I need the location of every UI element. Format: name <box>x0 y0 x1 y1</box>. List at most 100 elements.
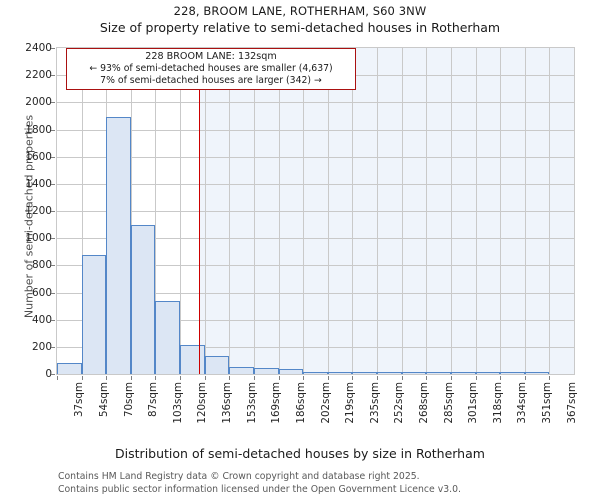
bar <box>401 372 427 374</box>
y-tick-label: 1200 <box>25 205 52 217</box>
bar <box>278 369 304 374</box>
gridline <box>475 48 477 374</box>
y-tick-label: 1600 <box>25 150 52 163</box>
gridline <box>401 48 403 374</box>
gridline <box>500 48 502 374</box>
gridline <box>57 265 574 267</box>
y-tick-mark <box>51 75 55 77</box>
property-size-marker-line <box>198 48 201 374</box>
x-tick-mark <box>303 376 305 380</box>
x-tick-label: 136sqm <box>221 382 234 424</box>
gridline <box>57 156 574 158</box>
x-tick-label: 367sqm <box>565 382 578 424</box>
page-title: 228, BROOM LANE, ROTHERHAM, S60 3NW <box>173 4 427 18</box>
x-tick-label: 153sqm <box>245 382 258 424</box>
bar <box>450 372 476 374</box>
bar <box>475 372 501 374</box>
x-tick-mark <box>524 376 526 380</box>
y-tick-label: 1000 <box>25 232 52 245</box>
y-tick-label: 2400 <box>25 42 52 54</box>
y-tick-label: 0 <box>45 368 52 380</box>
x-tick-mark <box>500 376 502 380</box>
bar <box>229 366 254 374</box>
x-tick-mark <box>229 376 231 380</box>
page-subtitle: Size of property relative to semi-detach… <box>99 20 501 35</box>
bar <box>155 300 181 374</box>
footer-line-2: Contains public sector information licen… <box>58 483 461 495</box>
gridline <box>229 48 231 374</box>
gridline <box>352 48 354 374</box>
y-tick-mark <box>51 374 55 375</box>
x-tick-mark <box>377 376 379 380</box>
gridline <box>549 48 551 374</box>
x-tick-label: 70sqm <box>122 382 135 418</box>
x-tick-label: 318sqm <box>491 382 504 424</box>
gridline <box>57 129 574 131</box>
gridline <box>524 48 526 374</box>
gridline <box>450 48 452 374</box>
bar <box>426 372 451 374</box>
y-tick-label: 2200 <box>25 69 52 82</box>
x-tick-mark <box>130 376 132 380</box>
x-tick-label: 235sqm <box>368 382 381 424</box>
x-tick-label: 268sqm <box>417 382 430 424</box>
bar <box>303 371 328 374</box>
annotation-line-title: 228 BROOM LANE: 132sqm <box>145 51 277 62</box>
y-tick-mark <box>51 265 55 267</box>
x-tick-mark <box>57 376 58 380</box>
property-annotation-box: 228 BROOM LANE: 132sqm ← 93% of semi-det… <box>66 48 356 91</box>
gridline <box>81 48 83 374</box>
x-tick-mark <box>352 376 354 380</box>
gridline <box>204 48 206 374</box>
y-tick-label: 400 <box>31 313 52 326</box>
bar <box>180 345 205 374</box>
x-tick-label: 252sqm <box>393 382 406 424</box>
x-tick-label: 120sqm <box>196 382 209 424</box>
x-tick-label: 219sqm <box>344 382 357 424</box>
attribution-footer: Contains HM Land Registry data © Crown c… <box>58 471 461 496</box>
x-tick-mark <box>106 376 108 380</box>
gridline <box>57 211 574 212</box>
y-tick-label: 200 <box>31 340 52 353</box>
gridline <box>57 292 574 294</box>
x-tick-label: 169sqm <box>270 382 283 424</box>
y-tick-label: 1800 <box>25 123 52 136</box>
x-tick-mark <box>327 376 329 380</box>
gridline <box>130 48 132 374</box>
y-tick-label: 600 <box>31 286 52 299</box>
bar <box>204 355 230 374</box>
x-tick-mark <box>549 376 551 380</box>
gridline <box>155 48 157 374</box>
x-tick-mark <box>204 376 206 380</box>
bar <box>377 372 402 374</box>
gridline <box>57 102 574 104</box>
gridline <box>180 48 182 374</box>
x-tick-label: 301sqm <box>467 382 480 424</box>
y-tick-label: 2000 <box>25 96 52 109</box>
bar <box>81 255 107 374</box>
x-tick-mark <box>401 376 403 380</box>
gridline <box>253 48 255 374</box>
bar <box>352 372 378 374</box>
y-axis-ticks: 0 200 400 600 800 1000 1200 1400 1600 1800 2000 220… <box>0 0 55 500</box>
x-tick-mark <box>180 376 182 380</box>
y-tick-mark <box>51 346 55 348</box>
gridline <box>327 48 329 374</box>
y-tick-mark <box>51 129 55 131</box>
gridline <box>303 48 305 374</box>
x-tick-label: 285sqm <box>442 382 455 424</box>
x-tick-label: 87sqm <box>147 382 160 418</box>
bar <box>327 372 353 374</box>
x-tick-mark <box>81 376 83 380</box>
x-tick-label: 334sqm <box>516 382 529 424</box>
y-tick-mark <box>51 156 55 158</box>
x-tick-label: 103sqm <box>171 382 184 424</box>
x-tick-mark <box>450 376 452 380</box>
y-tick-mark <box>51 292 55 294</box>
y-tick-mark <box>51 238 55 240</box>
x-tick-mark <box>426 376 428 380</box>
y-tick-mark <box>51 319 55 321</box>
x-tick-label: 351sqm <box>541 382 554 424</box>
gridline <box>426 48 428 374</box>
bar <box>57 363 82 374</box>
